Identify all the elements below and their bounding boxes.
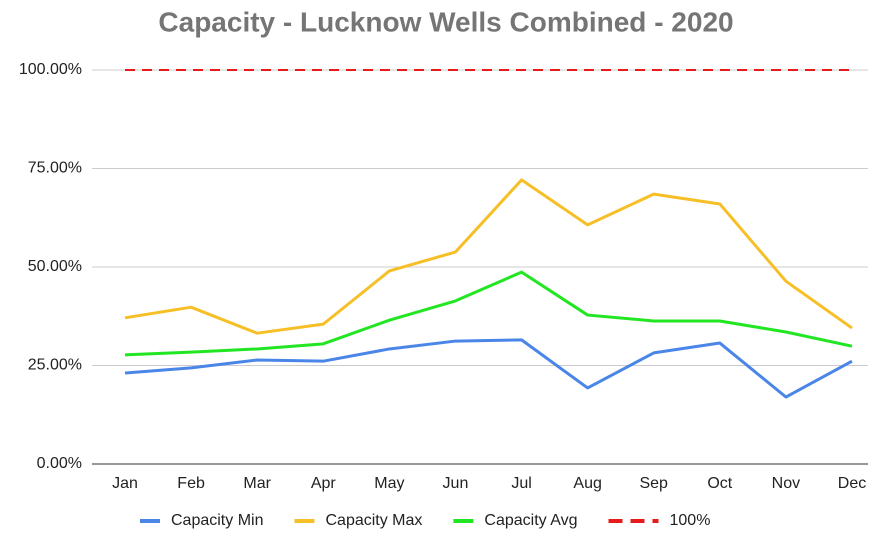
series-line (124, 270, 853, 357)
x-tick-label: Jul (511, 475, 531, 492)
x-tick-label: Apr (311, 475, 337, 492)
legend-label: 100% (670, 512, 711, 529)
y-tick-label: 100.00% (19, 61, 82, 78)
x-tick-label: Mar (243, 475, 271, 492)
series-line (124, 338, 853, 399)
x-tick-label: Oct (707, 475, 732, 492)
y-tick-label: 25.00% (28, 357, 82, 374)
x-tick-label: Dec (838, 475, 866, 492)
series-line (124, 178, 853, 335)
x-tick-label: Sep (639, 475, 668, 492)
x-tick-label: May (374, 475, 404, 492)
y-tick-label: 50.00% (28, 258, 82, 275)
legend-label: Capacity Max (325, 512, 422, 529)
x-tick-label: Feb (177, 475, 205, 492)
legend-label: Capacity Avg (484, 512, 577, 529)
chart-title: Capacity - Lucknow Wells Combined - 2020 (158, 6, 733, 37)
y-tick-label: 75.00% (28, 160, 82, 177)
y-tick-label: 0.00% (37, 455, 82, 472)
x-tick-label: Nov (772, 475, 800, 492)
x-tick-label: Jun (443, 475, 469, 492)
x-tick-label: Jan (112, 475, 138, 492)
legend-label: Capacity Min (171, 512, 263, 529)
x-tick-label: Aug (573, 475, 601, 492)
